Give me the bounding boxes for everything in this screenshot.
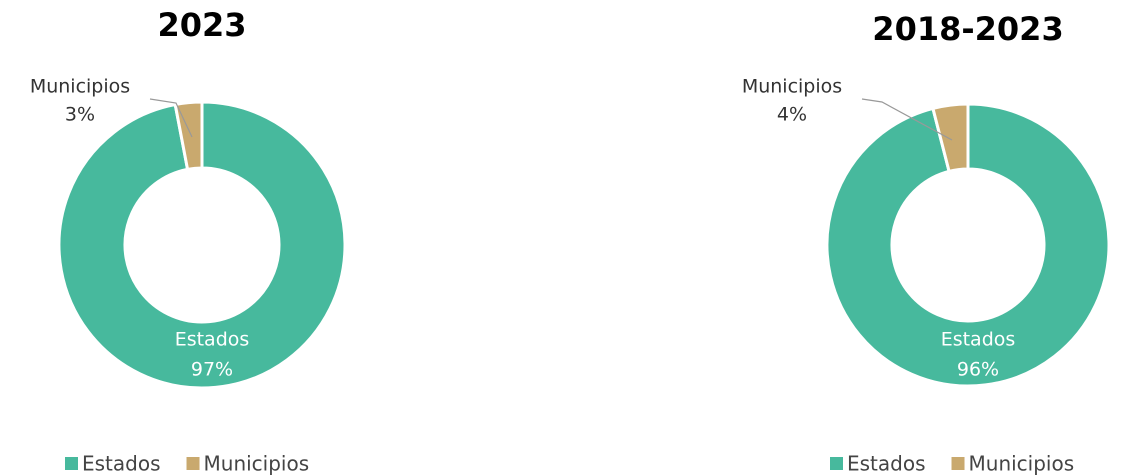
legend-swatch: [951, 457, 965, 470]
legend-label: Estados: [847, 452, 926, 475]
legend-label: Municipios: [969, 452, 1075, 475]
chart-title: 2023: [157, 6, 246, 44]
donut-slice: [173, 100, 204, 172]
legend-swatch: [65, 457, 78, 470]
donut-slice: [931, 102, 970, 174]
data-label-name: Municipios: [742, 76, 842, 98]
donut-slice: [57, 100, 347, 390]
data-label-name: Estados: [175, 329, 250, 351]
data-label-value: 4%: [777, 104, 807, 126]
donut-slice: [825, 102, 1111, 388]
data-label-value: 96%: [957, 359, 999, 381]
chart-title: 2018-2023: [872, 10, 1063, 48]
data-label-name: Estados: [941, 329, 1016, 351]
data-label-value: 97%: [191, 359, 233, 381]
leader-line: [861, 98, 953, 141]
legend-swatch: [186, 457, 200, 470]
legend-swatch: [830, 457, 843, 470]
leader-line: [149, 98, 193, 138]
data-label-name: Municipios: [30, 76, 130, 98]
legend-label: Municipios: [204, 452, 310, 475]
data-label-value: 3%: [65, 104, 95, 126]
legend-label: Estados: [82, 452, 161, 475]
